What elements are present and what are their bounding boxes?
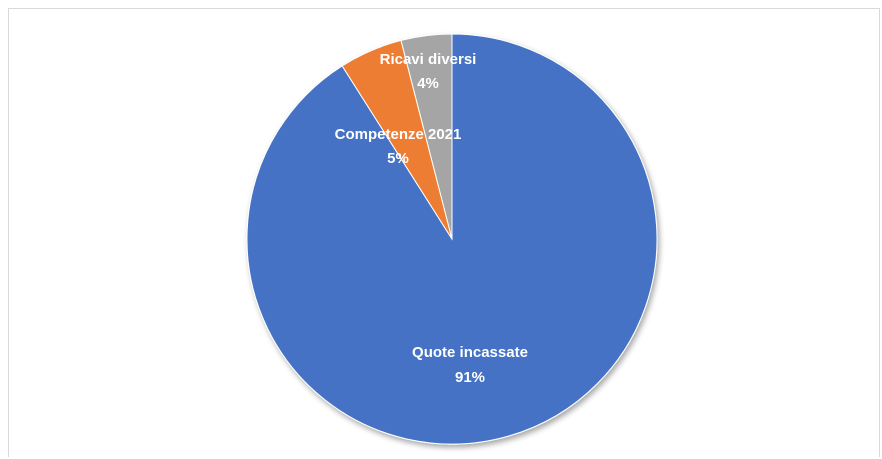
slice-pct-ricavi-diversi: 4% (417, 75, 439, 92)
pie-slice-ricavi-diversi (400, 33, 453, 240)
slice-pct-quote-incassate: 91% (455, 369, 485, 386)
slice-label-quote-incassate: Quote incassate (412, 344, 528, 361)
slice-label-competenze-2021: Competenze 2021 (335, 126, 462, 143)
pie-slices (246, 33, 658, 445)
slice-pct-competenze-2021: 5% (387, 150, 409, 167)
slice-label-ricavi-diversi: Ricavi diversi (380, 51, 477, 68)
